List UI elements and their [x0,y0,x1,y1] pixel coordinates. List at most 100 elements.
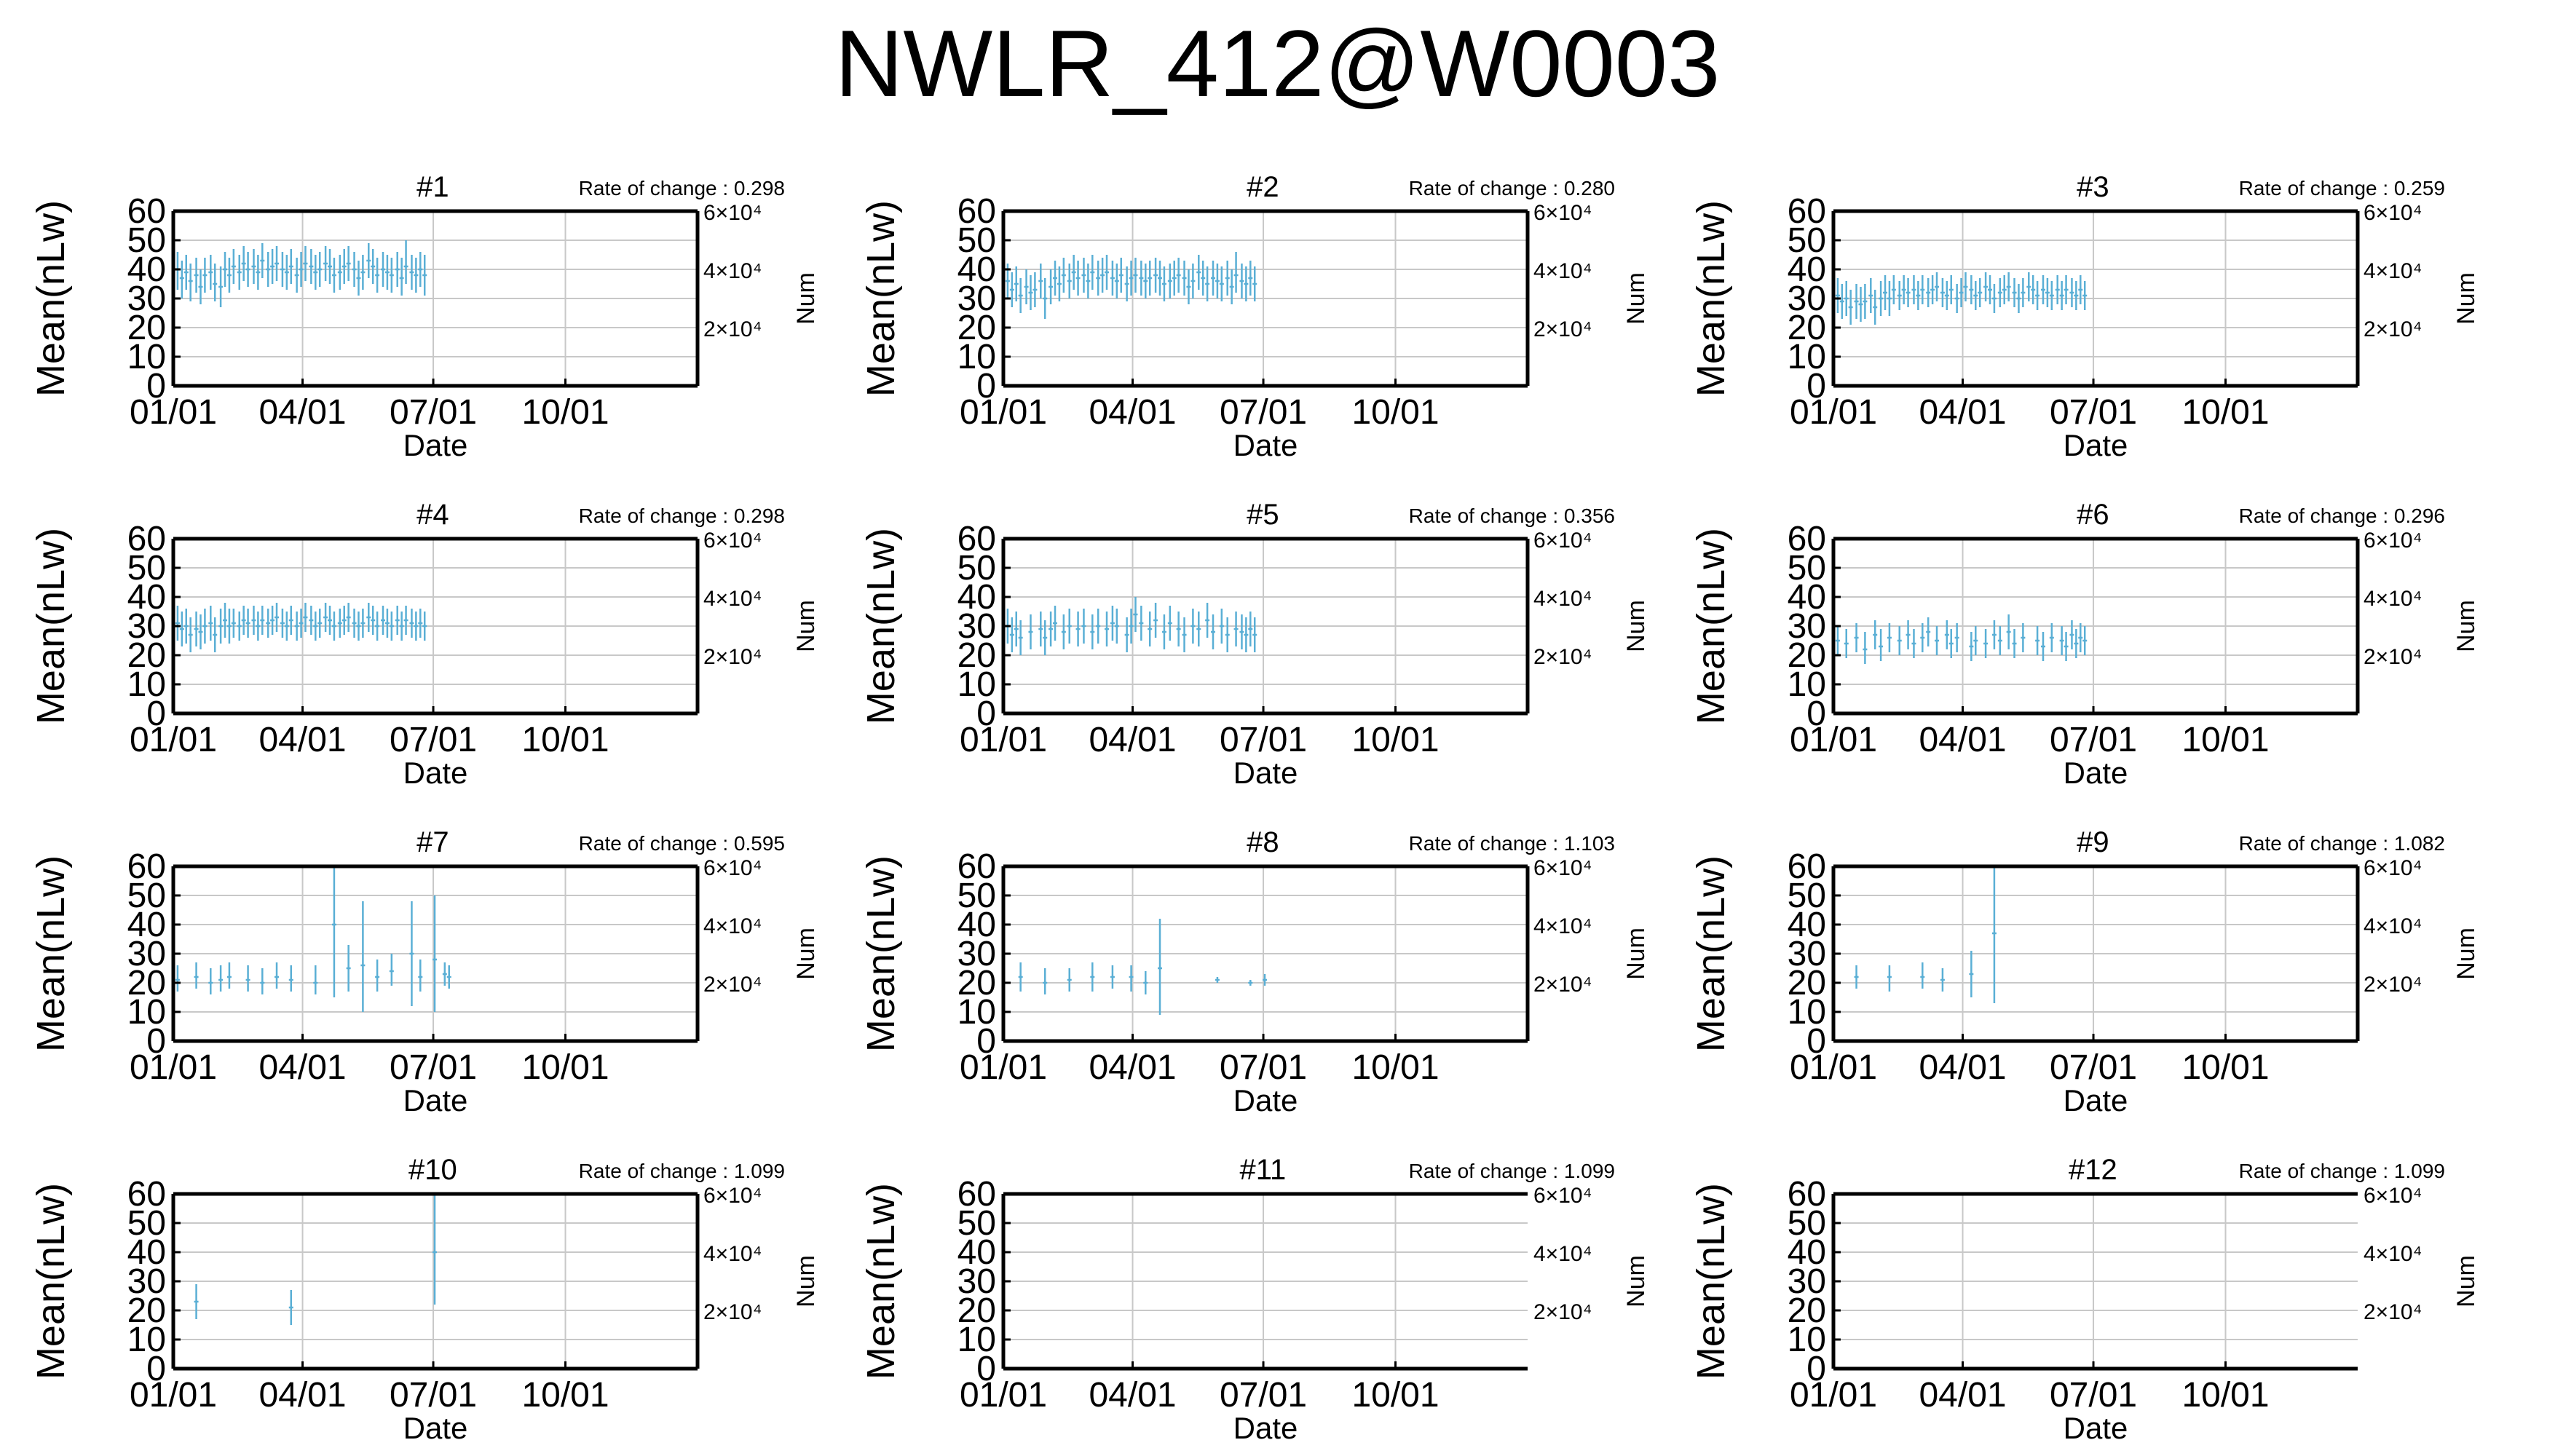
y-tick-label: 30 [1788,935,1826,973]
y-tick-label: 10 [1788,665,1826,704]
x-tick-label: 10/01 [2181,393,2269,432]
y2-tick-label: 2×10⁴ [2364,1300,2422,1324]
x-tick-label: 04/01 [258,721,346,759]
y2-tick-label: 6×10⁴ [703,201,762,225]
subplot-title: #11 [1240,1154,1287,1186]
y-axis-label: Mean(nLw) [859,200,903,397]
rate-of-change-label: Rate of change : 0.296 [2239,505,2445,527]
x-tick-label: 10/01 [2181,721,2269,759]
x-tick-label: 01/01 [130,393,217,432]
y2-tick-label: 2×10⁴ [703,1300,762,1324]
y-tick-label: 50 [957,1204,996,1243]
y-tick-label: 30 [957,1262,996,1301]
y-tick-label: 50 [1788,549,1826,587]
y-tick-label: 0 [146,695,166,733]
y2-axis-label: Num [792,927,820,980]
subplot-title: #8 [1247,826,1279,858]
y-axis-label: Mean(nLw) [29,528,73,724]
y-tick-label: 20 [127,636,166,675]
y-tick-label: 20 [957,636,996,675]
y2-tick-label: 2×10⁴ [2364,317,2422,341]
y2-axis-label: Num [1622,1255,1650,1307]
x-tick-label: 10/01 [1351,1376,1439,1415]
y-tick-label: 40 [127,578,166,617]
x-tick-label: 01/01 [960,1048,1047,1087]
y-tick-label: 40 [957,1233,996,1272]
y-axis-label: Mean(nLw) [859,855,903,1052]
y2-axis-label: Num [792,272,820,325]
y2-tick-label: 2×10⁴ [1533,1300,1592,1324]
y-tick-label: 50 [127,221,166,260]
y-tick-label: 60 [957,192,996,231]
y-axis-label: Mean(nLw) [1689,1183,1733,1380]
x-tick-label: 07/01 [390,721,477,759]
rate-of-change-label: Rate of change : 1.099 [579,1160,785,1182]
subplot-title: #4 [416,499,449,531]
y-tick-label: 40 [1788,906,1826,944]
x-tick-label: 07/01 [390,1376,477,1415]
x-tick-label: 10/01 [521,721,609,759]
x-axis-label: Date [2064,756,2128,790]
y-tick-label: 60 [1788,520,1826,558]
y-tick-label: 30 [127,935,166,973]
y-axis-label: Mean(nLw) [29,200,73,397]
y-tick-label: 40 [957,250,996,289]
y2-tick-label: 6×10⁴ [1533,856,1592,880]
x-axis-label: Date [2064,428,2128,462]
y2-tick-label: 2×10⁴ [2364,645,2422,669]
rate-of-change-label: Rate of change : 0.298 [579,177,785,199]
x-tick-label: 07/01 [1220,1048,1307,1087]
y2-tick-label: 2×10⁴ [703,317,762,341]
y2-axis-label: Num [1622,272,1650,325]
y2-tick-label: 4×10⁴ [2364,914,2422,938]
y-tick-label: 10 [1788,993,1826,1032]
rate-of-change-label: Rate of change : 0.259 [2239,177,2445,199]
y-tick-label: 30 [957,607,996,646]
y-tick-label: 40 [957,906,996,944]
y2-tick-label: 6×10⁴ [1533,201,1592,225]
y2-tick-label: 4×10⁴ [703,1242,762,1266]
y-tick-label: 10 [127,338,166,376]
y-tick-label: 10 [1788,338,1826,376]
y-tick-label: 50 [957,221,996,260]
x-tick-label: 04/01 [1089,721,1176,759]
y-tick-label: 20 [957,964,996,1002]
x-tick-label: 04/01 [1919,1048,2006,1087]
y-tick-label: 20 [127,1291,166,1330]
y-tick-label: 60 [127,847,166,886]
y2-tick-label: 2×10⁴ [1533,645,1592,669]
subplot-title: #1 [416,171,449,203]
x-tick-label: 04/01 [1089,1048,1176,1087]
y-tick-label: 20 [127,309,166,347]
rate-of-change-label: Rate of change : 1.099 [2239,1160,2445,1182]
y2-tick-label: 6×10⁴ [703,856,762,880]
y-tick-label: 50 [957,549,996,587]
rate-of-change-label: Rate of change : 0.298 [579,505,785,527]
rate-of-change-label: Rate of change : 0.280 [1409,177,1615,199]
y-tick-label: 30 [127,607,166,646]
x-tick-label: 10/01 [1351,393,1439,432]
subplot-title: #3 [2077,171,2109,203]
x-tick-label: 07/01 [390,393,477,432]
figure-title: NWLR_412@W0003 [834,10,1721,116]
y2-axis-label: Num [2452,600,2480,652]
y2-axis-label: Num [2452,272,2480,325]
subplot-title: #5 [1247,499,1279,531]
y2-tick-label: 4×10⁴ [1533,1242,1592,1266]
rate-of-change-label: Rate of change : 0.356 [1409,505,1615,527]
y-tick-label: 30 [127,280,166,318]
x-axis-label: Date [403,1411,468,1445]
y-tick-label: 30 [1788,607,1826,646]
y2-tick-label: 6×10⁴ [1533,529,1592,553]
y-tick-label: 40 [1788,1233,1826,1272]
y-tick-label: 0 [1806,367,1826,405]
y-tick-label: 60 [127,1175,166,1214]
y2-tick-label: 6×10⁴ [2364,201,2422,225]
x-tick-label: 07/01 [2050,393,2137,432]
y-tick-label: 20 [957,309,996,347]
y2-tick-label: 4×10⁴ [1533,587,1592,611]
y-tick-label: 10 [957,665,996,704]
y2-tick-label: 6×10⁴ [1533,1184,1592,1208]
